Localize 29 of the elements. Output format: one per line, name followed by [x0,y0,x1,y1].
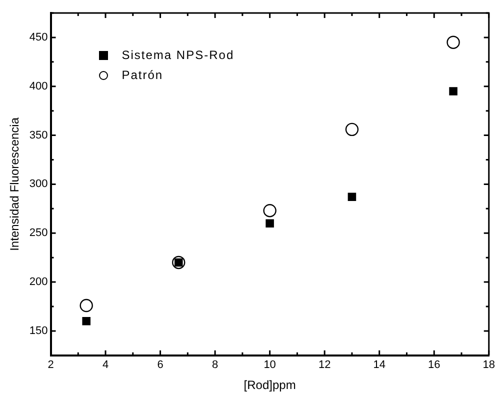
x-tick-label: 18 [482,359,496,372]
point [446,36,460,49]
x-tick-label: 6 [157,359,164,372]
point [345,122,359,136]
x-tick-label: 10 [264,359,276,372]
point [263,204,276,218]
x-tick-label: 2 [48,359,54,372]
point [172,256,186,270]
point [266,219,274,228]
y-tick-label: 350 [29,129,48,142]
y-axis-title: Intensidad Fluorescencia [8,117,22,251]
point [449,87,458,96]
x-tick-label: 14 [373,359,386,372]
x-tick-label: 16 [428,359,440,372]
x-tick-label: 4 [102,359,109,372]
y-tick-label: 300 [29,178,48,190]
y-tick-label: 150 [29,324,48,337]
legend-label: Patrón [122,68,164,82]
x-axis-title: [Rod]ppm [244,378,296,392]
x-tick-label: 12 [318,359,331,372]
point [348,192,356,202]
y-tick-label: 250 [29,227,48,240]
legend-label: Sistema NPS-Rod [122,48,234,62]
y-tick-label: 450 [29,31,48,44]
y-tick-label: 400 [29,80,48,92]
x-tick-label: 8 [212,359,218,372]
y-tick-label: 200 [29,276,48,288]
point [82,317,90,326]
point [80,298,93,312]
